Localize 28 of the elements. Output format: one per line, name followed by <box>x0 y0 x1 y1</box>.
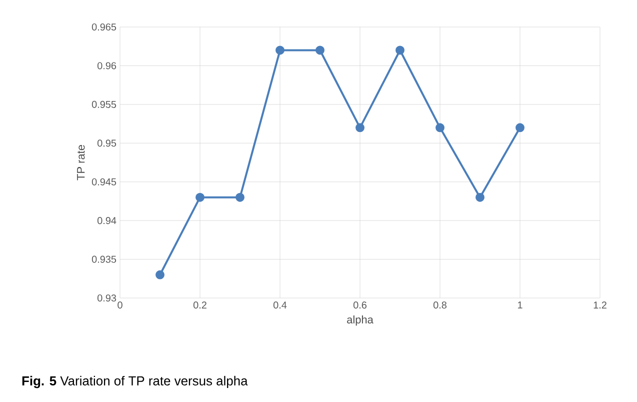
x-tick-label: 1.2 <box>594 302 606 308</box>
point <box>316 46 324 55</box>
text: Fig. 5 Variation of TP rate versus alpha <box>22 376 248 388</box>
x-tick-label: 0.2 <box>193 302 206 309</box>
y-tick-label: 0.95 <box>97 140 116 147</box>
point <box>276 46 284 55</box>
point <box>156 270 164 280</box>
x-tick-label: 0.4 <box>273 302 287 309</box>
point <box>476 192 484 202</box>
y-tick-label: 0.965 <box>92 23 116 31</box>
point <box>436 123 444 132</box>
x-tick-label: 0 <box>118 302 122 309</box>
y-tick-label: 0.945 <box>92 178 116 186</box>
y-tick-label: 0.93 <box>97 294 116 302</box>
y-tick-label: 0.955 <box>92 100 116 108</box>
y-axis-title: TP rate <box>77 145 85 180</box>
y-tick-label: 0.935 <box>92 256 116 263</box>
point <box>196 192 204 202</box>
y-tick-label: 0.94 <box>97 217 116 224</box>
point <box>236 192 244 202</box>
point <box>396 46 404 55</box>
point <box>356 123 364 132</box>
x-axis-title: alpha <box>347 315 374 326</box>
x-tick-label: 0.6 <box>353 302 366 309</box>
y-tick-label: 0.96 <box>97 62 116 70</box>
x-tick-label: 0.8 <box>433 302 446 309</box>
point <box>516 123 524 132</box>
x-tick-label: 1 <box>518 302 522 308</box>
